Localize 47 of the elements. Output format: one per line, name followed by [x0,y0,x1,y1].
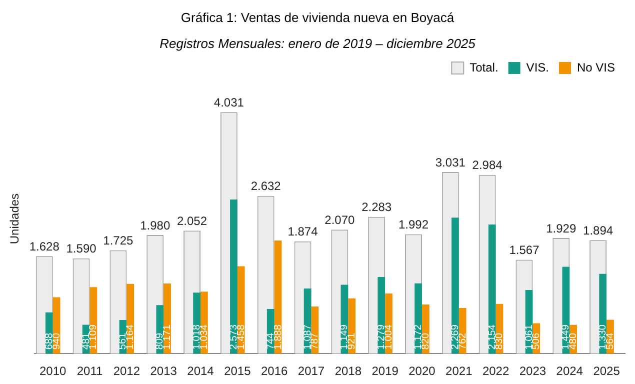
bar [230,199,238,354]
data-label: 1.992 [398,218,429,232]
x-tick-label: 2015 [224,364,252,378]
data-label: 1.590 [66,242,97,256]
data-label: 1.888 [272,324,284,350]
y-axis-title: Unidades [8,193,22,244]
x-tick-label: 2018 [334,364,362,378]
data-label: 762 [457,332,468,350]
legend-label: No VIS [576,60,615,74]
data-label: 1.980 [140,218,170,232]
data-label: 2.070 [324,212,356,227]
data-label: 2.052 [177,214,208,228]
x-tick-label: 2011 [76,364,103,378]
data-label: 1.725 [103,234,134,248]
legend-label: VIS. [526,60,549,74]
legend-label: Total. [470,60,498,74]
data-label: 1.874 [288,224,318,239]
x-tick-label: 2025 [593,364,620,378]
x-tick-label: 2023 [519,364,546,378]
data-label: 1.567 [509,243,540,258]
x-tick-label: 2021 [446,364,473,378]
data-label: 2.984 [472,158,503,172]
x-tick-label: 2022 [482,364,510,378]
x-tick-label: 2013 [150,364,178,378]
data-label: 1.929 [546,221,576,236]
data-label: 2.283 [362,200,392,214]
data-label: 940 [51,332,62,350]
bar [237,266,245,354]
data-label: 1.628 [29,239,60,254]
bar [164,283,171,354]
data-label: 1.894 [583,223,614,238]
chart-title: Gráfica 1: Ventas de vivienda nueva en Boyacá [180,10,456,27]
x-tick-label: 2016 [260,364,288,378]
x-tick-label: 2019 [372,364,399,378]
x-tick-label: 2012 [113,364,140,378]
x-tick-label: 2020 [408,364,436,378]
chart-subtitle: Registros Mensuales: enero de 2019 – diciembre 2025 [158,36,476,52]
x-tick-label: 2024 [556,364,584,378]
data-label: 2.632 [250,179,282,194]
data-label: 1.458 [236,324,247,350]
x-tick-label: 2017 [298,364,325,378]
x-tick-label: 2010 [40,364,67,378]
bar [488,224,496,354]
data-label: 3.031 [435,155,466,170]
bar [452,218,459,354]
x-tick-label: 2014 [187,364,214,378]
data-label: 4.031 [214,95,244,110]
